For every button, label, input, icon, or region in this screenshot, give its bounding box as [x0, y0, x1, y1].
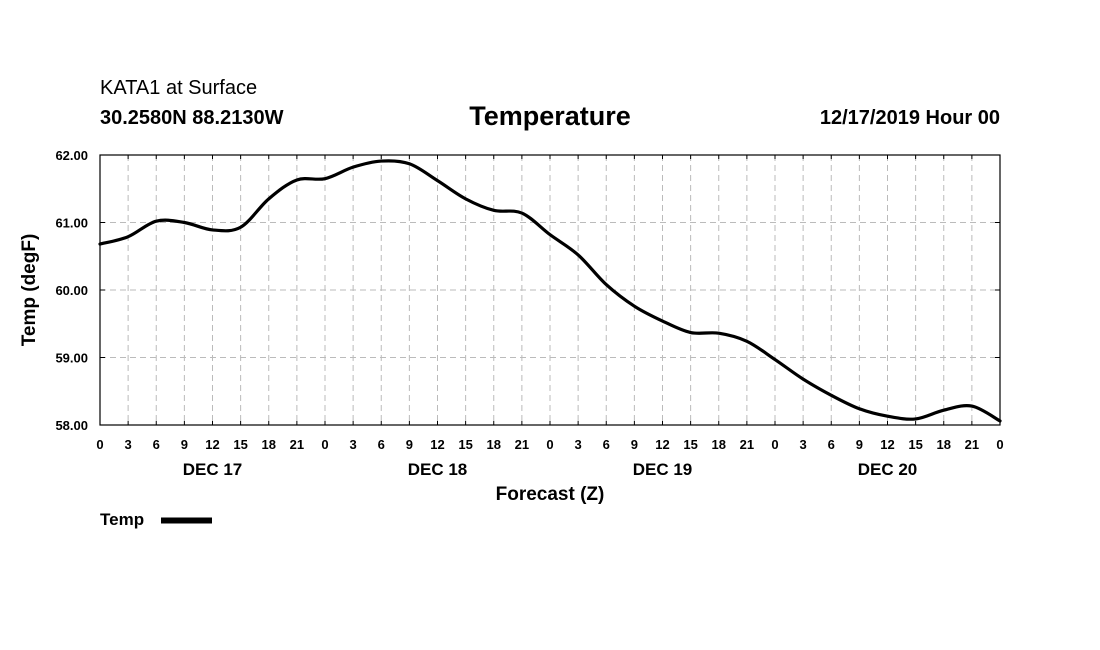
day-label: DEC 20 [858, 460, 918, 479]
y-tick-labels: 58.00 59.00 60.00 61.00 62.00 [55, 148, 88, 433]
day-label: DEC 17 [183, 460, 243, 479]
grid-lines [100, 155, 1000, 425]
chart-title: Temperature [469, 101, 631, 131]
x-tick-label: 9 [181, 437, 188, 452]
x-tick-label: 15 [908, 437, 922, 452]
day-label: DEC 18 [408, 460, 468, 479]
x-tick-labels: 0 3 6 9 12 15 18 21 0 3 6 9 12 15 18 21 0 3 6 9 12 15 18 21 0 3 6 9… [96, 437, 1003, 452]
x-tick-label: 9 [631, 437, 638, 452]
y-axis-label: Temp (degF) [19, 234, 40, 347]
axis-ticks [99, 154, 1001, 426]
forecast-datetime: 12/17/2019 Hour 00 [820, 107, 1000, 129]
x-tick-label: 0 [771, 437, 778, 452]
x-tick-label: 6 [378, 437, 385, 452]
legend-label: Temp [100, 510, 144, 529]
x-tick-label: 3 [800, 437, 807, 452]
x-tick-label: 15 [683, 437, 697, 452]
x-tick-label: 21 [965, 437, 979, 452]
temp-series-line [98, 159, 1002, 423]
station-name: KATA1 at Surface [100, 77, 257, 99]
station-location: 30.2580N 88.2130W [100, 107, 284, 129]
y-tick-label: 60.00 [55, 283, 88, 298]
x-tick-label: 18 [487, 437, 501, 452]
day-labels: DEC 17 DEC 18 DEC 19 DEC 20 [183, 460, 918, 479]
y-tick-label: 58.00 [55, 418, 88, 433]
x-tick-label: 15 [458, 437, 472, 452]
day-label: DEC 19 [633, 460, 693, 479]
x-tick-label: 12 [205, 437, 219, 452]
x-tick-label: 3 [575, 437, 582, 452]
x-tick-label: 18 [262, 437, 276, 452]
x-tick-label: 12 [430, 437, 444, 452]
x-tick-label: 21 [740, 437, 754, 452]
x-tick-label: 18 [712, 437, 726, 452]
x-tick-label: 9 [406, 437, 413, 452]
x-tick-label: 21 [290, 437, 304, 452]
x-tick-label: 9 [856, 437, 863, 452]
x-tick-label: 6 [153, 437, 160, 452]
x-tick-label: 12 [880, 437, 894, 452]
x-tick-label: 18 [937, 437, 951, 452]
x-tick-label: 15 [233, 437, 247, 452]
x-axis-label: Forecast (Z) [496, 484, 605, 505]
x-tick-label: 0 [321, 437, 328, 452]
y-tick-label: 62.00 [55, 148, 88, 163]
x-tick-label: 21 [515, 437, 529, 452]
y-tick-label: 61.00 [55, 216, 88, 231]
plot-frame [99, 154, 1001, 426]
x-tick-label: 3 [350, 437, 357, 452]
x-tick-label: 0 [996, 437, 1003, 452]
x-tick-label: 3 [125, 437, 132, 452]
x-tick-label: 0 [96, 437, 103, 452]
x-tick-label: 6 [603, 437, 610, 452]
x-tick-label: 12 [655, 437, 669, 452]
y-tick-label: 59.00 [55, 351, 88, 366]
x-tick-label: 6 [828, 437, 835, 452]
x-tick-label: 0 [546, 437, 553, 452]
